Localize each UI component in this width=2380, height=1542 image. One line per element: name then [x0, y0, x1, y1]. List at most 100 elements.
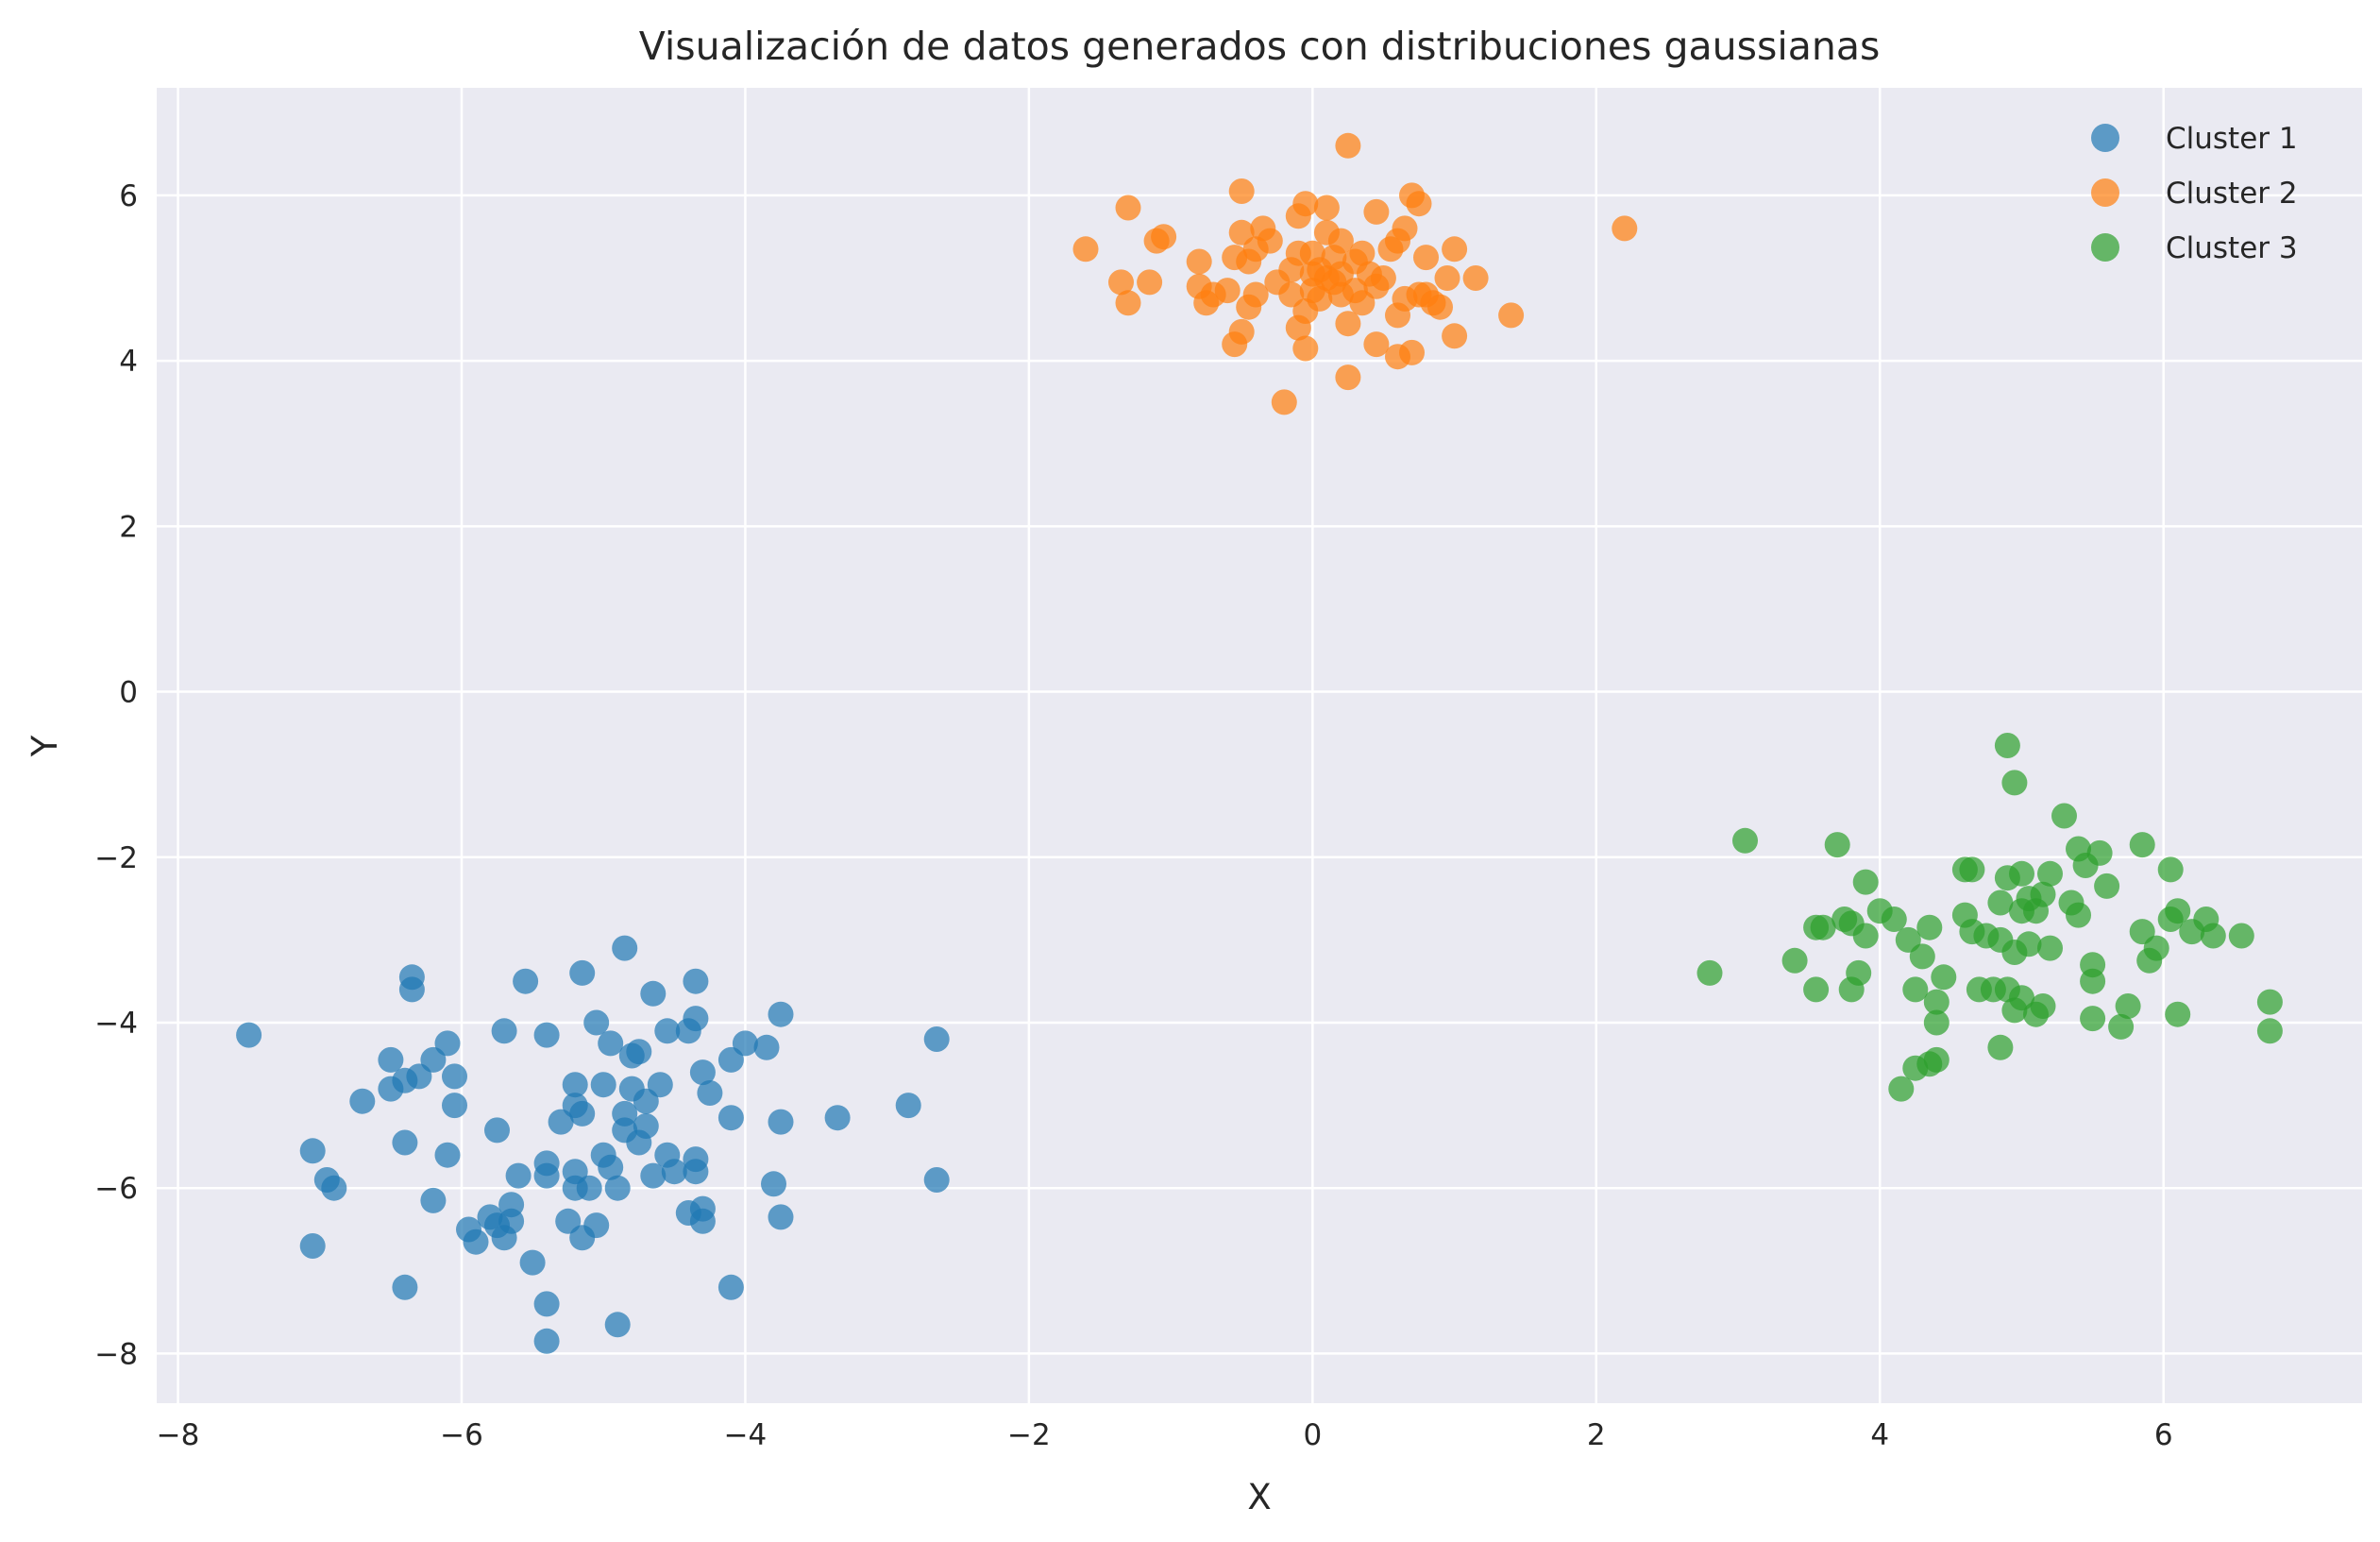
y-tick-label: 2 [119, 510, 138, 544]
scatter-point [1335, 132, 1361, 159]
scatter-point [406, 1063, 432, 1090]
scatter-point [569, 959, 596, 986]
scatter-point [612, 935, 638, 961]
scatter-point [1803, 976, 1830, 1003]
scatter-point [661, 1159, 687, 1185]
scatter-point [533, 1022, 560, 1048]
scatter-point [604, 1175, 631, 1201]
scatter-point [1115, 290, 1141, 316]
scatter-point [583, 1009, 610, 1036]
x-tick-label: 0 [1303, 1418, 1322, 1452]
scatter-point [533, 1291, 560, 1317]
legend-label-cluster-2: Cluster 2 [2166, 177, 2298, 211]
legend-label-cluster-3: Cluster 3 [2166, 231, 2298, 265]
chart-title: Visualización de datos generados con dis… [639, 24, 1881, 69]
scatter-point [2037, 860, 2063, 887]
scatter-point [604, 1312, 631, 1338]
scatter-point [519, 1249, 546, 1276]
scatter-point [1292, 335, 1319, 362]
scatter-point [2256, 1018, 2283, 1044]
scatter-point [1696, 959, 1723, 986]
scatter-point [420, 1187, 447, 1213]
scatter-point [697, 1080, 723, 1106]
scatter-point [683, 1159, 709, 1185]
scatter-point [923, 1026, 950, 1052]
scatter-point [2030, 993, 2056, 1019]
legend-marker-cluster-3 [2091, 233, 2119, 262]
scatter-point [689, 1208, 716, 1234]
scatter-point [2030, 881, 2056, 907]
scatter-point [1846, 959, 1872, 986]
scatter-point [2080, 968, 2106, 994]
scatter-point [1186, 248, 1212, 275]
x-tick-label: −4 [724, 1418, 768, 1452]
scatter-point [1335, 364, 1361, 391]
scatter-point [1399, 339, 1425, 365]
scatter-point [717, 1105, 744, 1131]
scatter-point [576, 1175, 602, 1201]
scatter-point [1363, 331, 1390, 358]
scatter-point [562, 1072, 588, 1098]
y-tick-label: 0 [119, 676, 138, 710]
scatter-point [1442, 323, 1468, 349]
scatter-point [1902, 976, 1929, 1003]
scatter-point [1923, 1009, 1950, 1036]
scatter-point [1292, 191, 1319, 217]
scatter-point [533, 1328, 560, 1354]
scatter-point [1228, 178, 1255, 204]
scatter-point [2108, 1013, 2135, 1040]
scatter-point [442, 1093, 467, 1119]
scatter-point [2129, 919, 2155, 945]
scatter-point [640, 980, 667, 1007]
scatter-point [1228, 219, 1255, 246]
scatter-point [2228, 923, 2254, 949]
scatter-point [824, 1105, 851, 1131]
scatter-point [392, 1274, 418, 1300]
x-tick-label: 6 [2154, 1418, 2173, 1452]
scatter-point [236, 1022, 262, 1048]
scatter-point [626, 1039, 652, 1065]
scatter-point [555, 1208, 582, 1234]
y-axis-ticks: −8 −6 −4 −2 0 2 4 6 [94, 179, 138, 1372]
x-axis-label: X [1247, 1477, 1271, 1517]
scatter-point [1888, 1076, 1915, 1102]
scatter-point [1881, 907, 1907, 932]
scatter-point [1406, 191, 1432, 217]
scatter-point [895, 1093, 921, 1119]
scatter-point [321, 1175, 347, 1201]
scatter-point [1612, 215, 1638, 242]
scatter-point [1781, 947, 1808, 974]
scatter-point [1072, 236, 1099, 263]
scatter-point [1413, 245, 1439, 271]
scatter-point [753, 1034, 780, 1060]
scatter-point [1824, 832, 1850, 858]
scatter-point [420, 1046, 447, 1073]
scatter-point [1909, 943, 1935, 970]
scatter-point [923, 1167, 950, 1193]
y-tick-label: 6 [119, 179, 138, 213]
x-tick-label: 2 [1587, 1418, 1606, 1452]
scatter-point [2157, 856, 2184, 883]
scatter-point [633, 1113, 659, 1139]
legend-marker-cluster-2 [2091, 178, 2119, 207]
scatter-point [2016, 931, 2042, 957]
scatter-point [598, 1030, 624, 1057]
scatter-point [1994, 733, 2020, 758]
scatter-point [633, 1088, 659, 1114]
scatter-point [1278, 281, 1305, 308]
scatter-point [598, 1154, 624, 1180]
y-tick-label: −6 [94, 1172, 138, 1206]
series-cluster-3 [1696, 733, 2283, 1102]
scatter-point [513, 968, 539, 994]
scatter-point [1115, 195, 1141, 221]
scatter-point [299, 1233, 326, 1259]
scatter-point [1462, 265, 1489, 291]
scatter-point [612, 1100, 638, 1127]
scatter-point [2080, 1006, 2106, 1032]
scatter-point [2001, 770, 2028, 796]
scatter-point [533, 1162, 560, 1189]
scatter-point [484, 1117, 510, 1144]
scatter-point [505, 1162, 532, 1189]
scatter-point [1434, 265, 1460, 291]
scatter-point [1987, 890, 2014, 916]
